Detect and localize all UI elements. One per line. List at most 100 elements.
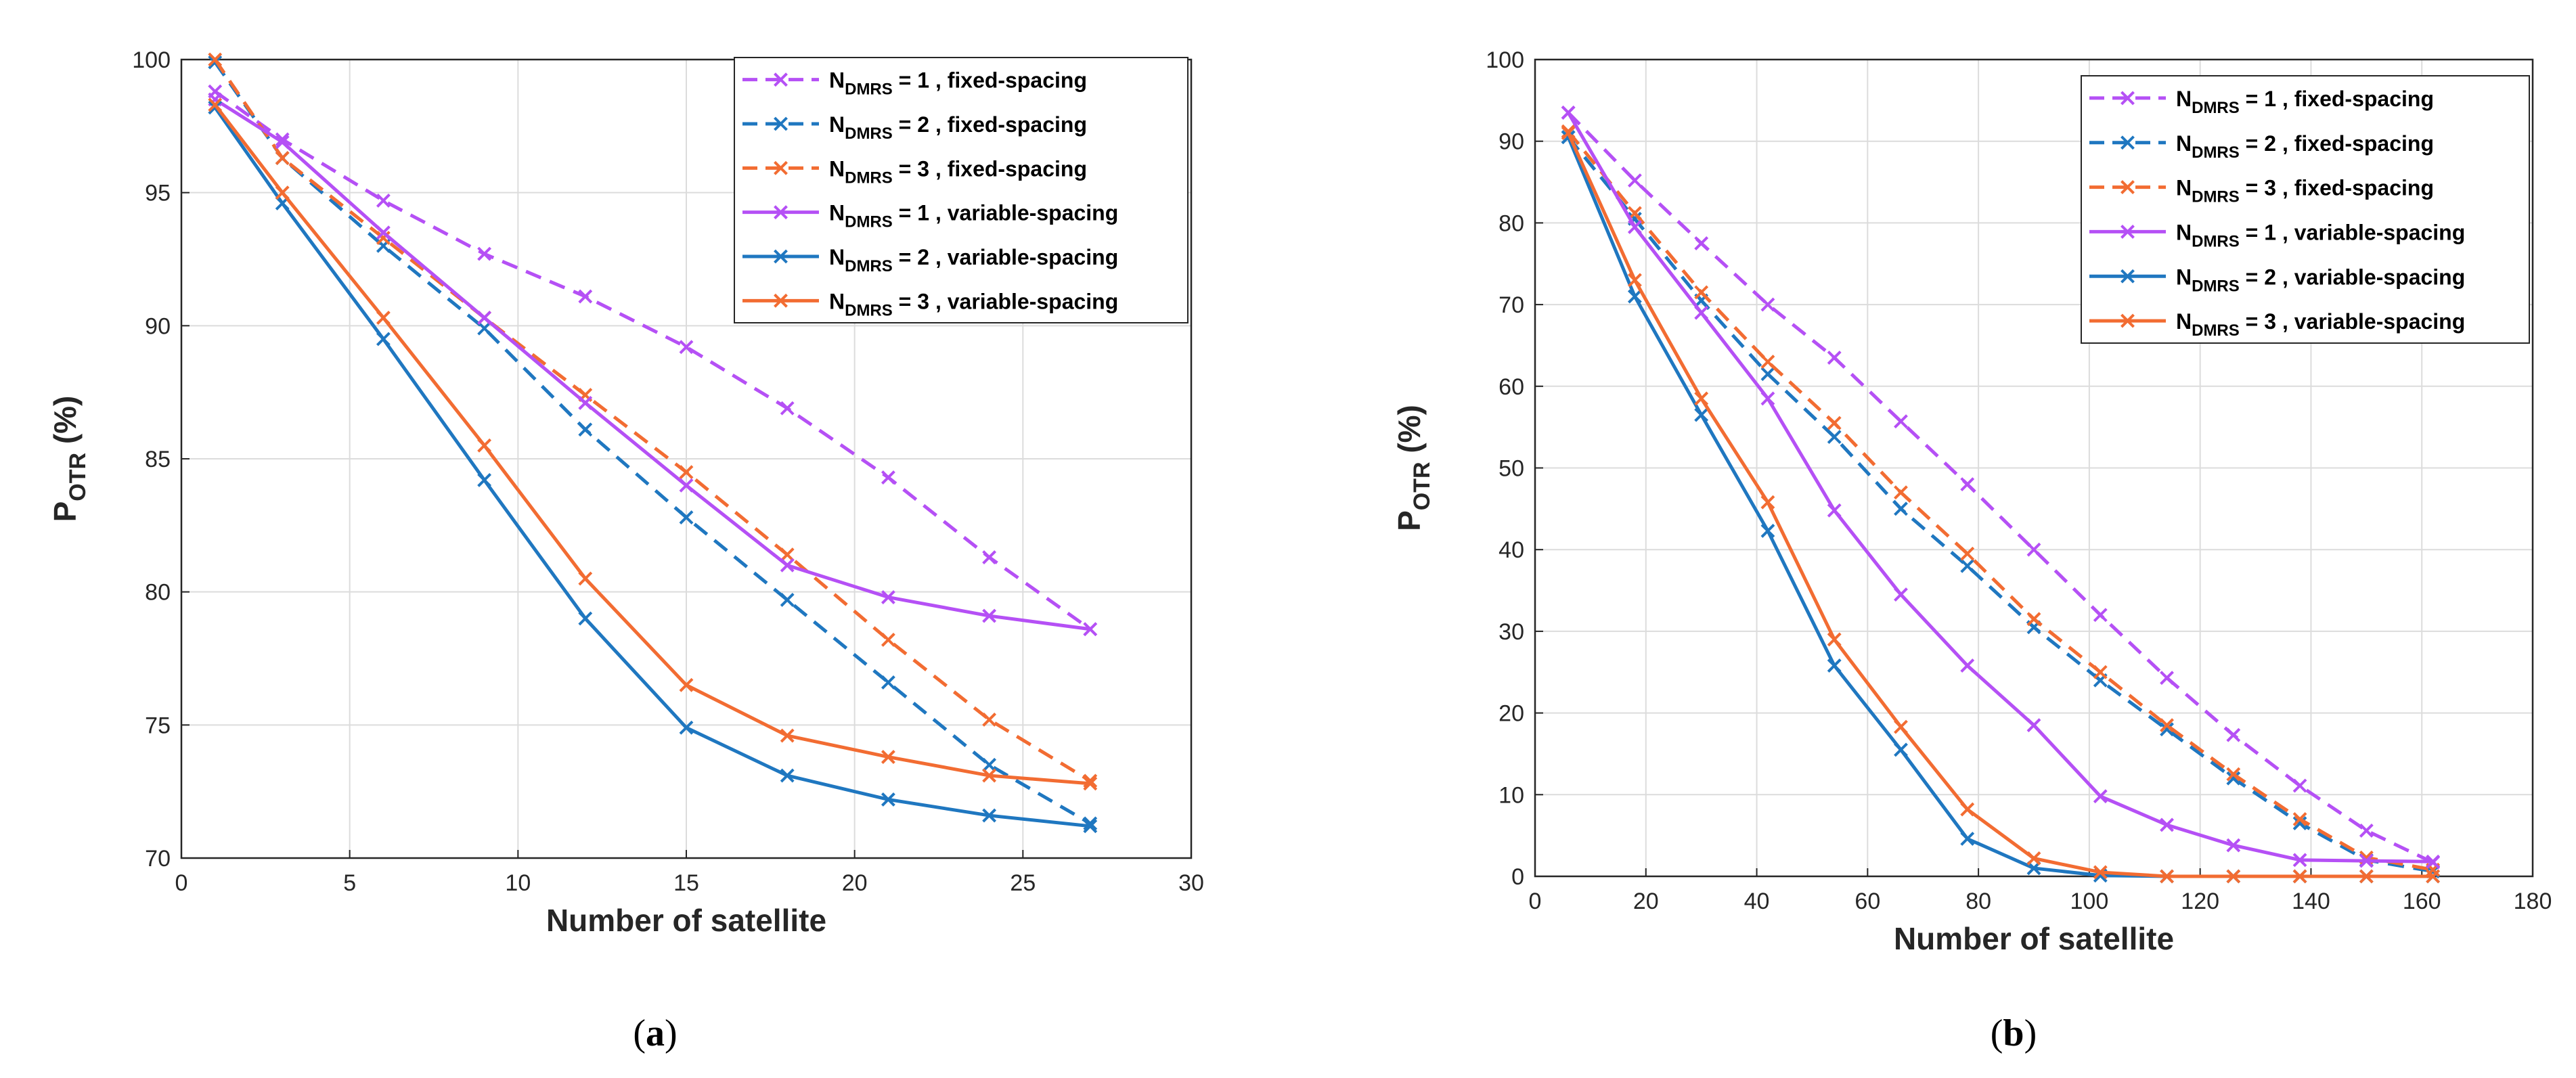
y-tick-label: 100: [132, 47, 171, 73]
legend-label: NDMRS = 3 , variable-spacing: [2176, 309, 2465, 340]
x-tick-label: 30: [1178, 870, 1204, 896]
x-tick-label: 80: [1966, 889, 1991, 914]
data-point: [1894, 414, 1908, 429]
legend-box: [734, 57, 1189, 323]
x-tick-label: 60: [1855, 889, 1880, 914]
x-tick-label: 160: [2403, 889, 2441, 914]
data-point: [1627, 220, 1642, 234]
x-tick-label: 0: [1529, 889, 1542, 914]
data-point: [2292, 853, 2307, 868]
data-point: [679, 677, 694, 692]
data-point: [2160, 718, 2174, 733]
x-tick-label: 5: [343, 870, 356, 896]
data-point: [2426, 869, 2441, 884]
data-point: [376, 332, 391, 346]
data-point: [2426, 854, 2441, 869]
data-point: [2026, 718, 2041, 733]
y-tick-label: 90: [1498, 129, 1524, 155]
x-tick-label: 20: [1633, 889, 1659, 914]
data-point: [275, 151, 290, 165]
legend-marker: [2120, 225, 2135, 239]
data-point: [477, 311, 492, 325]
legend-marker: [774, 205, 788, 220]
data-point: [881, 750, 895, 764]
legend-box: [2081, 75, 2530, 344]
data-point: [1627, 273, 1642, 288]
data-point: [376, 225, 391, 240]
data-point: [1827, 416, 1842, 430]
data-point: [780, 558, 795, 572]
series-line-n3-variable-spacing: [1566, 132, 2433, 878]
data-point: [780, 593, 795, 607]
data-point: [1561, 106, 1576, 120]
axes-frame: [1534, 58, 2534, 878]
x-tick-label: 140: [2292, 889, 2330, 914]
data-point: [2026, 851, 2041, 866]
x-axis-label: Number of satellite: [1894, 921, 2174, 956]
data-point: [780, 728, 795, 743]
y-tick-label: 80: [145, 580, 171, 606]
data-point: [477, 473, 492, 487]
legend-label: NDMRS = 2 , fixed-spacing: [829, 112, 1087, 143]
data-point: [1083, 773, 1098, 788]
x-tick-label: 15: [673, 870, 699, 896]
data-point: [1894, 587, 1908, 602]
data-point: [780, 547, 795, 562]
legend-marker: [2120, 313, 2135, 328]
y-tick-label: 60: [1498, 374, 1524, 400]
legend-label: NDMRS = 1 , variable-spacing: [2176, 220, 2465, 250]
panel-caption: (a): [633, 1012, 677, 1054]
data-point: [1894, 719, 1908, 734]
data-point: [2160, 671, 2174, 686]
data-point: [275, 185, 290, 200]
data-point: [2160, 817, 2174, 832]
data-point: [2359, 853, 2374, 868]
legend-marker: [2120, 180, 2135, 194]
data-point: [578, 289, 593, 304]
data-point: [2160, 869, 2174, 884]
data-point: [1760, 495, 1775, 510]
y-tick-label: 40: [1498, 537, 1524, 563]
data-point: [982, 713, 997, 727]
data-point: [2093, 865, 2108, 880]
data-point: [1083, 819, 1098, 834]
x-tick-label: 10: [505, 870, 531, 896]
data-point: [1960, 546, 1975, 561]
series-line-n1-variable-spacing: [1566, 112, 2433, 863]
data-point: [1694, 407, 1709, 422]
data-point: [2026, 542, 2041, 557]
data-point: [1561, 126, 1576, 141]
data-point: [477, 321, 492, 336]
data-point: [1694, 236, 1709, 250]
data-point: [881, 792, 895, 807]
data-point: [881, 675, 895, 690]
data-point: [578, 395, 593, 410]
data-point: [2292, 869, 2307, 884]
data-point: [208, 52, 223, 67]
legend-marker: [774, 72, 788, 87]
data-point: [1694, 305, 1709, 320]
legend-label: NDMRS = 1 , fixed-spacing: [2176, 87, 2434, 117]
x-tick-label: 100: [2070, 889, 2109, 914]
data-point: [578, 422, 593, 437]
series-group: [208, 52, 1098, 834]
legend: NDMRS = 1 , fixed-spacing NDMRS = 2 , fix…: [734, 57, 1189, 323]
data-point: [982, 768, 997, 783]
legend-label: NDMRS = 3 , fixed-spacing: [829, 156, 1087, 187]
y-tick-label: 50: [1498, 456, 1524, 482]
data-point: [2093, 665, 2108, 679]
data-point: [2026, 612, 2041, 627]
legend-label: NDMRS = 2 , variable-spacing: [829, 245, 1118, 275]
x-tick-label: 25: [1010, 870, 1036, 896]
legend-marker: [774, 293, 788, 308]
panel-caption: (b): [1991, 1012, 2037, 1054]
data-point: [1827, 430, 1842, 445]
data-point: [208, 97, 223, 112]
data-point: [1960, 832, 1975, 846]
data-point: [780, 401, 795, 416]
legend-label: NDMRS = 1 , variable-spacing: [829, 201, 1118, 231]
y-axis-label: POTR (%): [47, 396, 91, 522]
series-line-n3-fixed-spacing: [1567, 130, 2434, 872]
data-point: [2160, 722, 2174, 737]
